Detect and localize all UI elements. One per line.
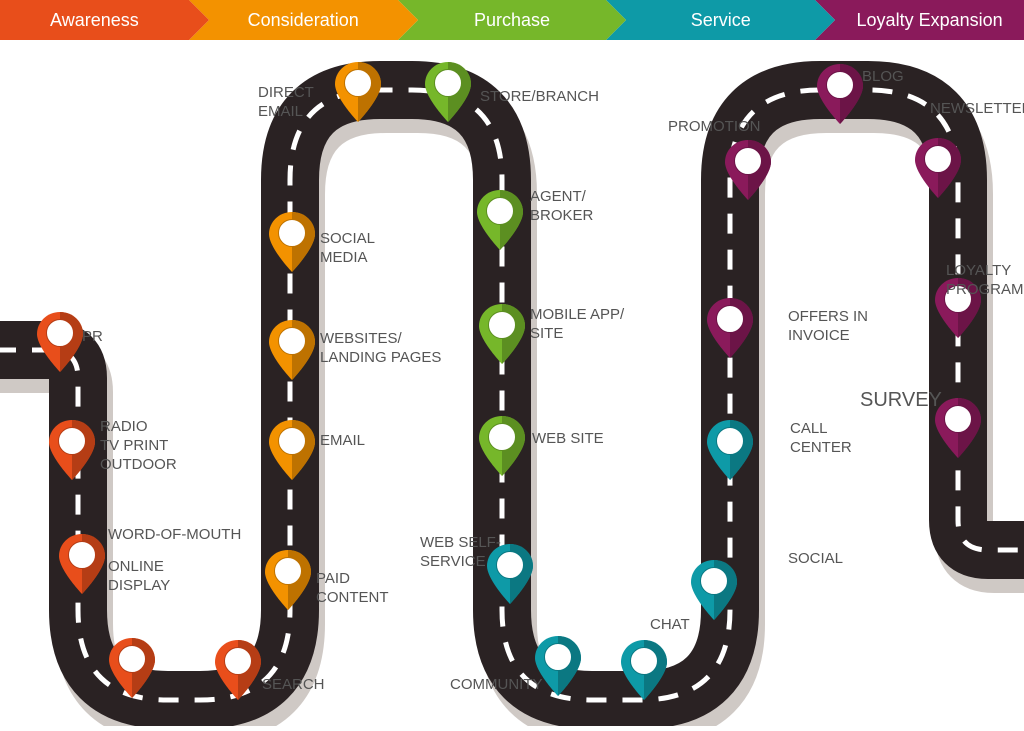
stage-label: Service xyxy=(691,10,751,31)
map-pin-chat xyxy=(621,640,667,700)
pin-label-offers-invoice: OFFERS IN INVOICE xyxy=(788,308,868,346)
pin-icon xyxy=(725,140,771,200)
pin-icon xyxy=(265,550,311,610)
map-pin-word-of-mouth xyxy=(59,534,105,594)
map-pin-blog xyxy=(817,64,863,124)
map-pin-search xyxy=(215,640,261,700)
pin-label-store-branch: STORE/BRANCH xyxy=(480,88,599,107)
pin-icon xyxy=(269,420,315,480)
pin-label-word-of-mouth: WORD-OF-MOUTH xyxy=(108,526,241,545)
pin-label-search: SEARCH xyxy=(262,676,325,695)
map-pin-social-media xyxy=(269,212,315,272)
pin-label-blog: BLOG xyxy=(862,68,904,87)
pin-label-survey: SURVEY xyxy=(860,388,942,413)
pin-icon xyxy=(269,320,315,380)
pin-icon xyxy=(335,62,381,122)
pin-icon xyxy=(817,64,863,124)
map-pin-mobile-app xyxy=(479,304,525,364)
pin-label-loyalty-program: LOYALTY PROGRAM xyxy=(946,262,1024,300)
stage-arrow-consideration: Consideration xyxy=(189,0,398,40)
stage-arrow-purchase: Purchase xyxy=(398,0,607,40)
pin-label-promotion: PROMOTION xyxy=(668,118,761,137)
pin-label-call-center: CALL CENTER xyxy=(790,420,852,458)
pin-icon xyxy=(707,298,753,358)
pin-label-agent-broker: AGENT/ BROKER xyxy=(530,188,593,226)
map-pin-call-center xyxy=(707,420,753,480)
pin-icon xyxy=(59,534,105,594)
pin-icon xyxy=(49,420,95,480)
map-pin-websites xyxy=(269,320,315,380)
pin-label-web-site: WEB SITE xyxy=(532,430,604,449)
map-pin-survey xyxy=(935,398,981,458)
pin-icon xyxy=(915,138,961,198)
pin-label-chat: CHAT xyxy=(650,616,690,635)
pin-label-direct-email: DIRECT EMAIL xyxy=(258,84,314,122)
map-pin-promotion xyxy=(725,140,771,200)
pin-icon xyxy=(621,640,667,700)
pin-icon xyxy=(477,190,523,250)
pin-icon xyxy=(37,312,83,372)
pin-icon xyxy=(109,638,155,698)
pin-label-email: EMAIL xyxy=(320,432,365,451)
journey-road: PR RADIO TV PRINT OUTDOOR WORD-OF-MOUTH ONL… xyxy=(0,40,1024,726)
map-pin-pr xyxy=(37,312,83,372)
map-pin-paid-content xyxy=(265,550,311,610)
map-pin-email xyxy=(269,420,315,480)
map-pin-social xyxy=(691,560,737,620)
stage-label: Purchase xyxy=(474,10,550,31)
pin-label-paid-content: PAID CONTENT xyxy=(316,570,389,608)
stage-arrow-awareness: Awareness xyxy=(0,0,189,40)
map-pin-agent-broker xyxy=(477,190,523,250)
pin-icon xyxy=(479,304,525,364)
road-svg xyxy=(0,40,1024,726)
pin-icon xyxy=(215,640,261,700)
pin-label-radio-tv: RADIO TV PRINT OUTDOOR xyxy=(100,418,177,474)
pin-icon xyxy=(479,416,525,476)
stage-arrow-loyalty-expansion: Loyalty Expansion xyxy=(815,0,1024,40)
map-pin-newsletter xyxy=(915,138,961,198)
pin-label-social: SOCIAL xyxy=(788,550,843,569)
pin-label-websites: WEBSITES/ LANDING PAGES xyxy=(320,330,441,368)
map-pin-web-site xyxy=(479,416,525,476)
pin-label-mobile-app: MOBILE APP/ SITE xyxy=(530,306,624,344)
map-pin-online-display xyxy=(109,638,155,698)
map-pin-direct-email xyxy=(335,62,381,122)
pin-label-online-display: ONLINE DISPLAY xyxy=(108,558,170,596)
stage-arrow-service: Service xyxy=(606,0,815,40)
pin-icon xyxy=(707,420,753,480)
pin-icon xyxy=(269,212,315,272)
map-pin-offers-invoice xyxy=(707,298,753,358)
pin-label-community: COMMUNITY xyxy=(450,676,543,695)
stage-label: Awareness xyxy=(50,10,139,31)
pin-icon xyxy=(935,398,981,458)
stage-label: Loyalty Expansion xyxy=(857,10,1003,31)
map-pin-store-branch xyxy=(425,62,471,122)
stage-header: Awareness Consideration Purchase Service Loy… xyxy=(0,0,1024,40)
pin-icon xyxy=(691,560,737,620)
stage-label: Consideration xyxy=(248,10,359,31)
pin-label-web-self: WEB SELF- SERVICE xyxy=(420,534,501,572)
pin-label-social-media: SOCIAL MEDIA xyxy=(320,230,375,268)
pin-icon xyxy=(425,62,471,122)
map-pin-radio-tv xyxy=(49,420,95,480)
pin-label-newsletter: NEWSLETTER xyxy=(930,100,1024,119)
pin-label-pr: PR xyxy=(82,328,103,347)
